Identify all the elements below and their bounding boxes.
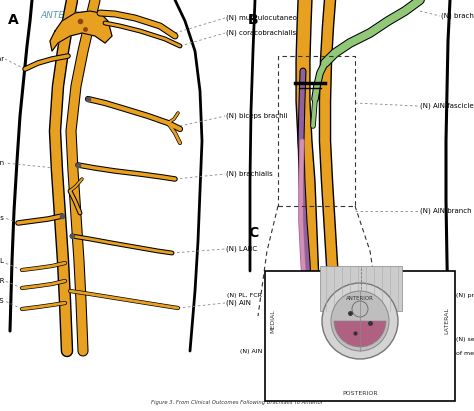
Text: Figure 3. From Clinical Outcomes Following Brachialis To Anterior: Figure 3. From Clinical Outcomes Followi… <box>151 400 323 405</box>
Text: (N) AIN fascicle: (N) AIN fascicle <box>420 103 474 109</box>
Text: A: A <box>8 13 19 27</box>
Text: ANTERIOR: ANTERIOR <box>40 11 86 20</box>
Text: (N) coracobrachialis: (N) coracobrachialis <box>226 30 296 36</box>
Text: LATERAL: LATERAL <box>445 307 449 335</box>
Ellipse shape <box>331 291 389 351</box>
Text: MEDIAL: MEDIAL <box>271 309 275 333</box>
Wedge shape <box>334 321 386 347</box>
Bar <box>265 271 455 401</box>
Text: (N) brachialis: (N) brachialis <box>441 13 474 19</box>
Text: (N) brachialis: (N) brachialis <box>226 171 273 177</box>
Text: (N) AIN: (N) AIN <box>240 349 262 353</box>
Polygon shape <box>50 11 112 51</box>
Text: (N) pronator teres: (N) pronator teres <box>0 215 4 221</box>
Text: (N) FDS: (N) FDS <box>0 298 4 304</box>
Text: of median: of median <box>456 351 474 356</box>
Text: (N) pronator teres: (N) pronator teres <box>456 293 474 298</box>
Text: (N) AIN: (N) AIN <box>226 300 251 306</box>
Text: (N) ulnar: (N) ulnar <box>0 56 4 62</box>
Text: POSTERIOR: POSTERIOR <box>342 390 378 395</box>
Text: (N) PL, FCR: (N) PL, FCR <box>227 293 262 298</box>
Text: (N) median: (N) median <box>0 160 4 166</box>
Text: (N) musculocutaneous: (N) musculocutaneous <box>226 15 305 21</box>
Text: (N) biceps brachii: (N) biceps brachii <box>226 113 288 119</box>
Text: C: C <box>248 226 258 240</box>
Text: (N) LABC: (N) LABC <box>226 246 257 252</box>
Text: (N) PL: (N) PL <box>0 258 4 264</box>
Text: B: B <box>248 13 259 27</box>
Ellipse shape <box>322 283 398 359</box>
Text: (N) AIN branch: (N) AIN branch <box>420 208 472 214</box>
Bar <box>320 266 402 311</box>
Text: ANTERIOR: ANTERIOR <box>346 296 374 302</box>
Text: (N) FCR: (N) FCR <box>0 278 4 284</box>
Text: (N) sensory component: (N) sensory component <box>456 337 474 342</box>
